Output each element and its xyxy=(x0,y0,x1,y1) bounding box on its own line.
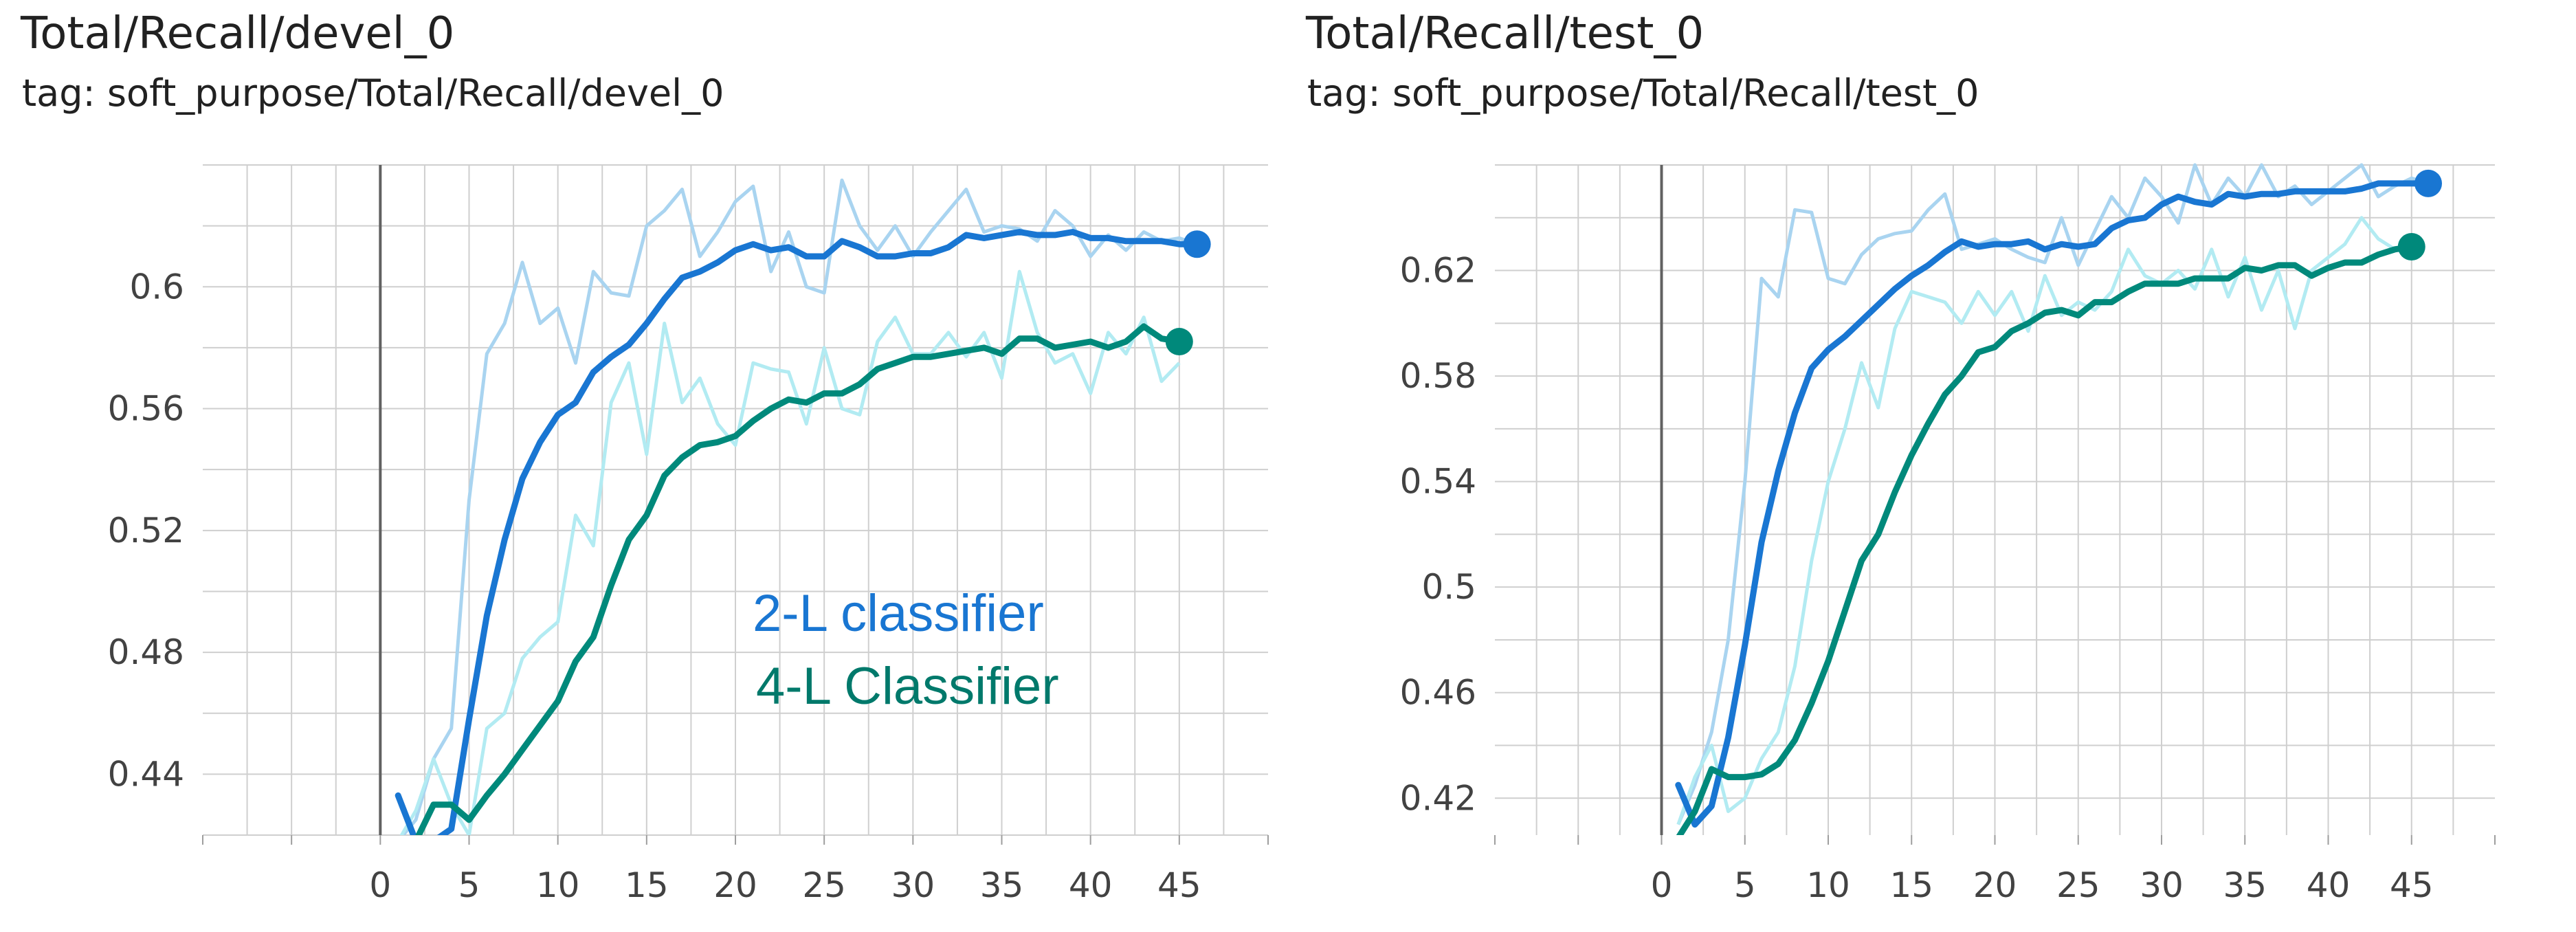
x-tick-label: 15 xyxy=(1889,865,1933,905)
chart-devel: 0 5 10 15 20 25 30 35 40 45 0.44 0.48 0.52 0.56 0.6 xyxy=(108,164,1269,905)
x-tick-label: 40 xyxy=(2307,865,2351,905)
series-smoothed-line-0 xyxy=(395,229,1201,835)
series-end-marker-0[interactable] xyxy=(1183,230,1211,258)
x-tick-label: 25 xyxy=(2056,865,2100,905)
x-tick-label: 35 xyxy=(980,865,1024,905)
series-smoothed-line-1 xyxy=(415,323,1183,835)
chart-tag: tag: soft_purpose/Total/Recall/devel_0 xyxy=(22,71,724,115)
x-tick-label: 0 xyxy=(1651,865,1673,905)
series-raw-line-0 xyxy=(1676,163,2429,825)
x-tick-label: 20 xyxy=(713,865,757,905)
y-tick-label: 0.44 xyxy=(108,754,184,794)
x-tick-label: 30 xyxy=(2140,865,2184,905)
legend-item-2l: 2-L classifier xyxy=(753,584,1044,643)
series-raw-line-1 xyxy=(1676,216,2412,825)
y-tick-label: 0.58 xyxy=(1400,356,1476,396)
chart-tag: tag: soft_purpose/Total/Recall/test_0 xyxy=(1307,71,1979,115)
x-tick-label: 10 xyxy=(1806,865,1850,905)
legend: 2-L classifier 4-L Classifier xyxy=(753,584,1059,715)
series-smoothed-line-0 xyxy=(1675,180,2432,828)
x-tick-label: 20 xyxy=(1973,865,2017,905)
chart-test: 0 5 10 15 20 25 30 35 40 45 0.42 0.46 0.5 0.54 0.58 0.6… xyxy=(1400,163,2496,905)
series-end-marker-1[interactable] xyxy=(2397,232,2425,260)
x-tick-label: 10 xyxy=(536,865,580,905)
x-tick-label: 15 xyxy=(625,865,669,905)
x-tick-label: 5 xyxy=(458,865,480,905)
x-tick-label: 25 xyxy=(802,865,846,905)
x-tick-label: 0 xyxy=(369,865,391,905)
x-tick-label: 40 xyxy=(1069,865,1113,905)
x-tick-label: 45 xyxy=(2390,865,2434,905)
y-tick-label: 0.52 xyxy=(108,511,184,551)
y-tick-label: 0.46 xyxy=(1400,673,1476,713)
series-raw-line-0 xyxy=(401,178,1198,835)
series-end-marker-1[interactable] xyxy=(1165,328,1193,356)
y-tick-label: 0.42 xyxy=(1400,778,1476,818)
x-tick-label: 5 xyxy=(1734,865,1756,905)
chart-title: Total/Recall/test_0 xyxy=(1306,8,1705,59)
y-tick-label: 0.48 xyxy=(108,632,184,672)
legend-item-4l: 4-L Classifier xyxy=(756,657,1059,715)
y-tick-label: 0.6 xyxy=(129,267,184,307)
x-tick-label: 45 xyxy=(1157,865,1201,905)
series-lines xyxy=(395,178,1201,835)
y-tick-label: 0.54 xyxy=(1400,462,1476,502)
series-lines xyxy=(1675,163,2432,835)
chart-title: Total/Recall/devel_0 xyxy=(21,8,455,59)
x-tick-label: 35 xyxy=(2223,865,2267,905)
x-tick-label: 30 xyxy=(891,865,935,905)
series-raw-line-1 xyxy=(399,269,1181,835)
y-tick-label: 0.5 xyxy=(1421,567,1476,607)
series-smoothed-line-1 xyxy=(1676,243,2415,835)
y-tick-label: 0.62 xyxy=(1400,251,1476,291)
y-tick-label: 0.56 xyxy=(108,389,184,429)
series-end-marker-0[interactable] xyxy=(2414,169,2442,197)
